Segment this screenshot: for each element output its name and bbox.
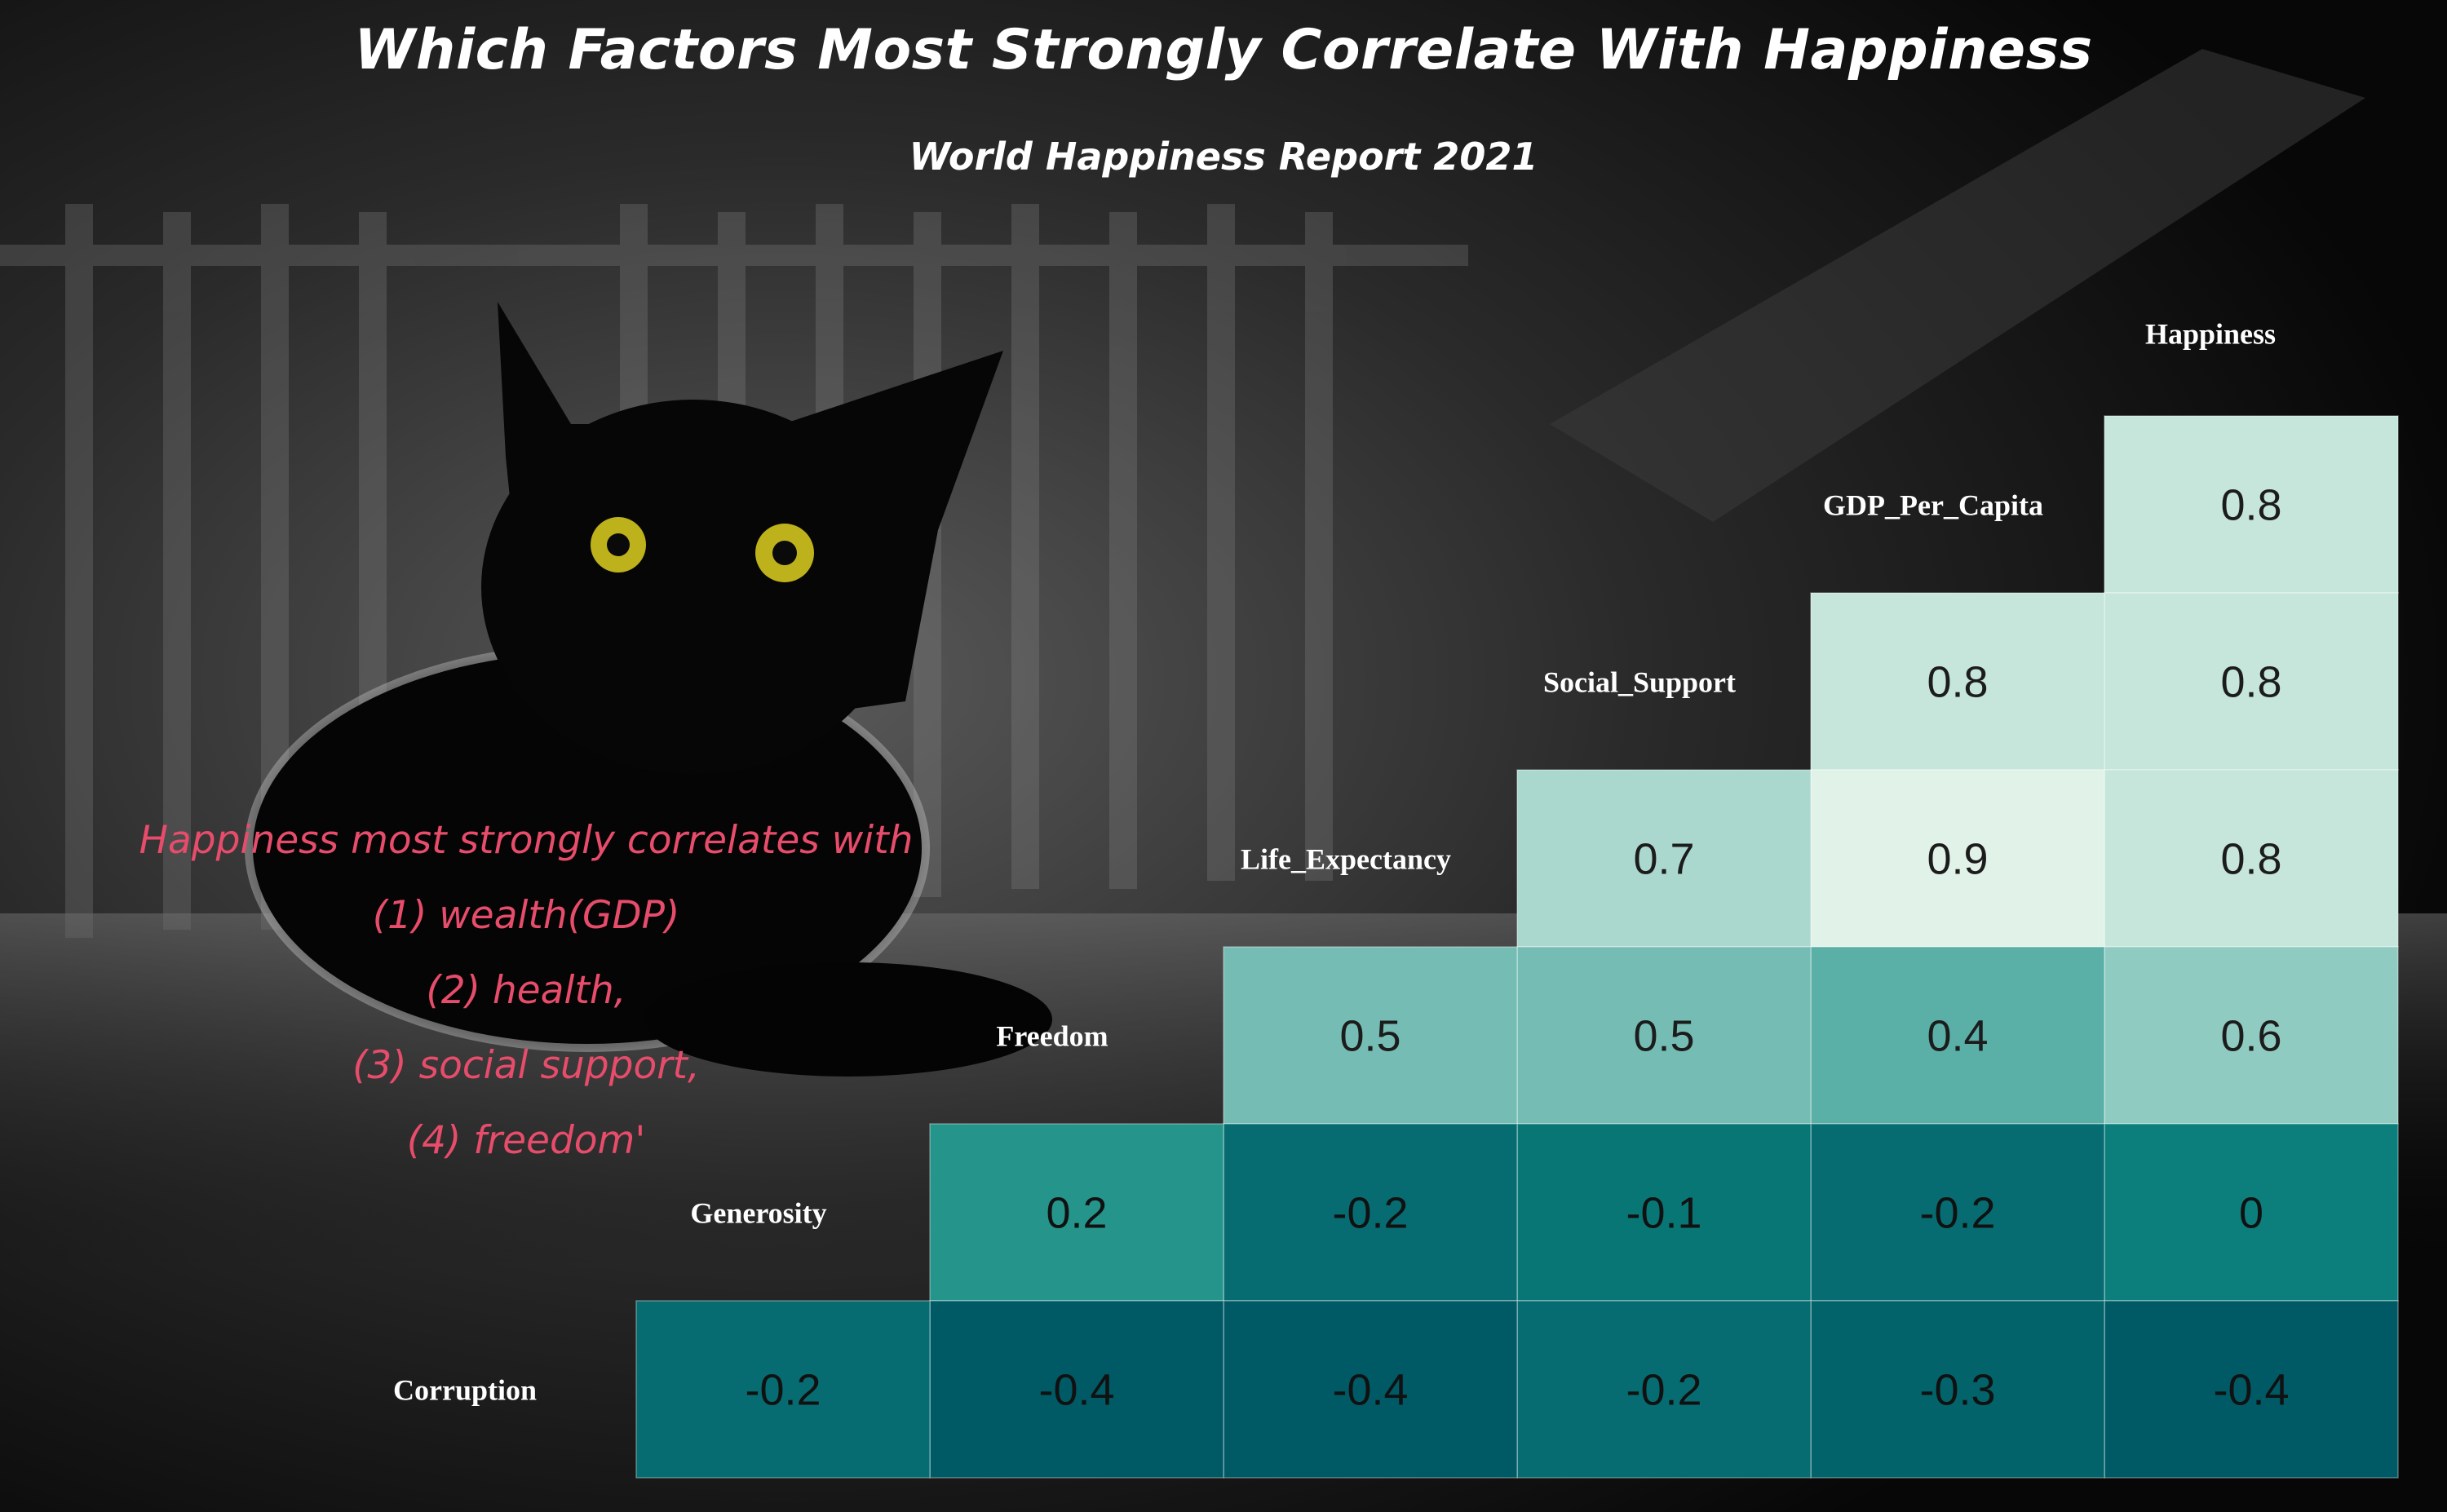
heatmap-cell-corruption-gdp-per-capita — [1810, 1300, 2105, 1479]
row-label-freedom: Freedom — [996, 1020, 1108, 1053]
annotation-line: (1) wealth(GDP) — [372, 893, 680, 938]
cell-value: -0.2 — [1626, 1366, 1701, 1415]
cell-value: 0.9 — [1927, 835, 1988, 884]
annotation-line: Happiness most strongly correlates with — [139, 818, 914, 863]
cell-value: 0.8 — [1927, 658, 1988, 707]
heatmap-cell-life-expectancy-gdp-per-capita — [1810, 769, 2105, 948]
heatmap-cell-life-expectancy-social-support — [1516, 769, 1812, 948]
chart-title: Which Factors Most Strongly Correlate Wi… — [354, 18, 2093, 82]
heatmap-cell-freedom-happiness — [2104, 946, 2399, 1125]
chart-subtitle: World Happiness Report 2021 — [909, 135, 1538, 179]
heatmap-cell-corruption-freedom — [929, 1300, 1224, 1479]
heatmap-cell-generosity-happiness — [2104, 1123, 2399, 1302]
heatmap-cell-generosity-social-support — [1516, 1123, 1812, 1302]
cell-value: -0.1 — [1626, 1189, 1701, 1238]
row-label-life-expectancy: Life_Expectancy — [1241, 843, 1451, 876]
cell-value: 0.7 — [1633, 835, 1694, 884]
annotation-line: (2) health, — [426, 968, 626, 1013]
heatmap-cell-freedom-social-support — [1516, 946, 1812, 1125]
cell-value: 0 — [2239, 1189, 2263, 1238]
cell-value: -0.4 — [2213, 1366, 2289, 1415]
heatmap-cell-corruption-happiness — [2104, 1300, 2399, 1479]
heatmap-cell-generosity-gdp-per-capita — [1810, 1123, 2105, 1302]
row-label-social-support: Social_Support — [1543, 666, 1736, 699]
cell-value: 0.4 — [1927, 1012, 1988, 1061]
annotation-line: (4) freedom' — [406, 1118, 646, 1163]
cell-value: 0.8 — [2220, 481, 2281, 530]
cell-value: 0.2 — [1046, 1189, 1107, 1238]
cell-value: 0.5 — [1339, 1012, 1400, 1061]
cell-value: -0.4 — [1038, 1366, 1114, 1415]
cell-value: -0.2 — [1332, 1189, 1408, 1238]
annotation-line: (3) social support, — [352, 1043, 700, 1088]
heatmap-cell-life-expectancy-happiness — [2104, 769, 2399, 948]
cell-value: 0.6 — [2220, 1012, 2281, 1061]
heatmap-cell-gdp-per-capita-happiness — [2104, 415, 2399, 594]
heatmap-cell-corruption-generosity — [635, 1300, 931, 1479]
cell-value: -0.3 — [1919, 1366, 1995, 1415]
cell-value: -0.2 — [1919, 1189, 1995, 1238]
cell-value: 0.8 — [2220, 658, 2281, 707]
heatmap-cell-generosity-life-expectancy — [1223, 1123, 1518, 1302]
cell-value: -0.2 — [745, 1366, 821, 1415]
row-label-generosity: Generosity — [690, 1197, 826, 1230]
heatmap-cell-freedom-life-expectancy — [1223, 946, 1518, 1125]
heatmap-cell-social-support-gdp-per-capita — [1810, 592, 2105, 771]
insight-annotation: Happiness most strongly correlates with (… — [90, 803, 962, 1178]
heatmap-cell-freedom-gdp-per-capita — [1810, 946, 2105, 1125]
black-cat-silhouette — [245, 302, 1052, 1077]
cell-value: 0.5 — [1633, 1012, 1694, 1061]
heatmap-cell-social-support-happiness — [2104, 592, 2399, 771]
cell-value: 0.8 — [2220, 835, 2281, 884]
column-label-happiness: Happiness — [2145, 318, 2276, 351]
cell-value: -0.4 — [1332, 1366, 1408, 1415]
heatmap-cell-generosity-freedom — [929, 1123, 1224, 1302]
row-label-gdp-per-capita: GDP_Per_Capita — [1823, 489, 2043, 522]
row-label-corruption: Corruption — [393, 1374, 537, 1407]
